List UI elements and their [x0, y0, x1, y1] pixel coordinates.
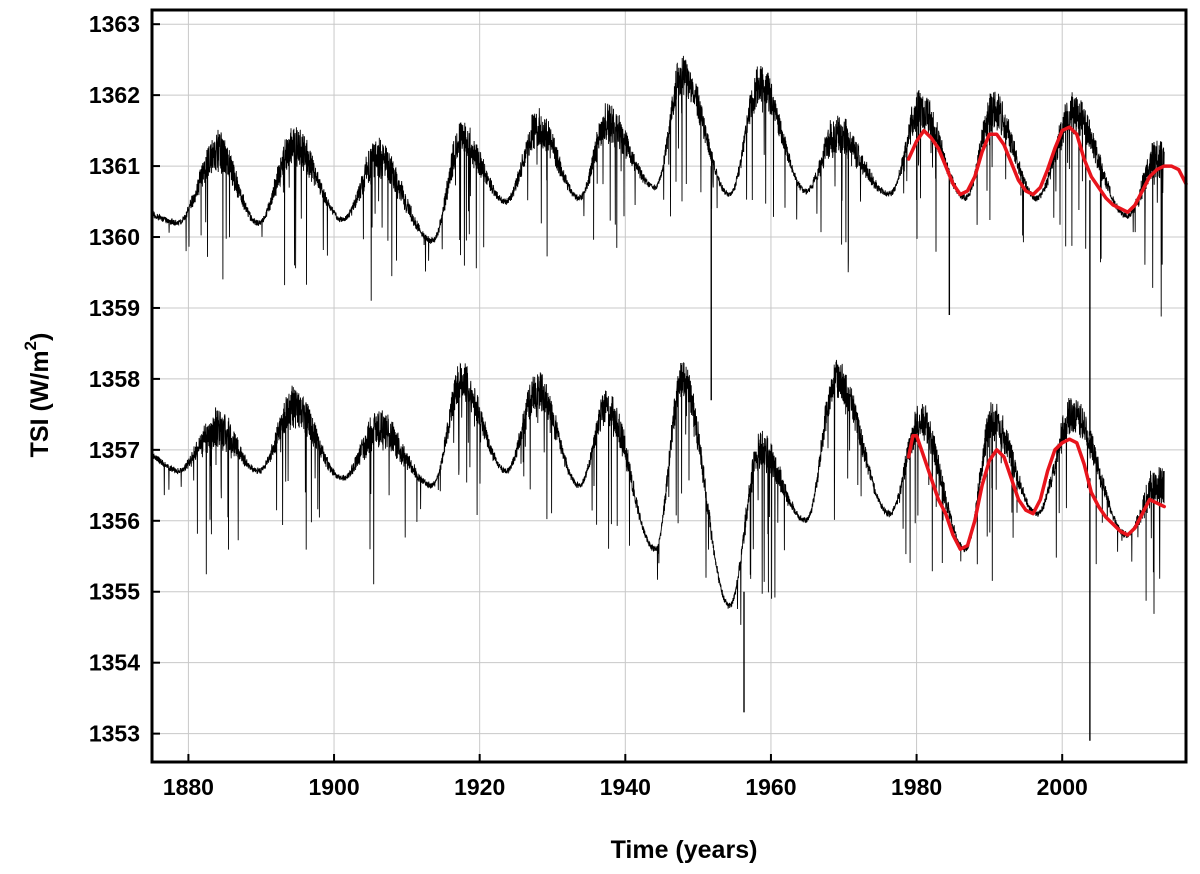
x-tick-label: 2000 [1037, 774, 1088, 800]
y-tick-label: 1356 [89, 508, 140, 534]
y-tick-label: 1359 [89, 295, 140, 321]
y-tick-label: 1357 [89, 437, 140, 463]
y-tick-label: 1355 [89, 579, 140, 605]
plot-frame [150, 8, 1188, 764]
y-axis-title: TSI (W/m2) [21, 333, 54, 458]
x-tick-label: 1940 [600, 774, 651, 800]
x-tick-label: 1960 [745, 774, 796, 800]
tsi-series-line [151, 55, 1165, 317]
y-axis-title-close: ) [26, 333, 54, 341]
y-tick-label: 1361 [89, 153, 140, 179]
composite-series-line [906, 433, 1166, 551]
y-axis-title-main: TSI (W/m [26, 350, 54, 457]
y-axis-title-group: TSI (W/m2) [21, 333, 54, 458]
series-layer [151, 55, 1188, 741]
x-axis-title: Time (years) [611, 836, 758, 864]
y-tick-label: 1358 [89, 366, 140, 392]
y-tick-label: 1353 [89, 721, 140, 747]
y-tick-label: 1354 [89, 650, 140, 676]
y-tick-label: 1360 [89, 224, 140, 250]
x-tick-label: 1900 [308, 774, 359, 800]
composite-series-line [906, 125, 1188, 214]
y-tick-label: 1362 [89, 82, 140, 108]
tick-labels: 1880 1900 1920 1940 1960 1980 2000 1353 1354 1355… [89, 11, 1088, 800]
grid-lines [152, 10, 1186, 762]
x-tick-label: 1880 [163, 774, 214, 800]
x-tick-label: 1980 [891, 774, 942, 800]
tsi-series-line [151, 359, 1165, 625]
tick-marks [152, 23, 1064, 762]
y-tick-label: 1363 [89, 11, 140, 37]
x-tick-label: 1920 [454, 774, 505, 800]
y-axis-title-superscript: 2 [21, 341, 40, 350]
